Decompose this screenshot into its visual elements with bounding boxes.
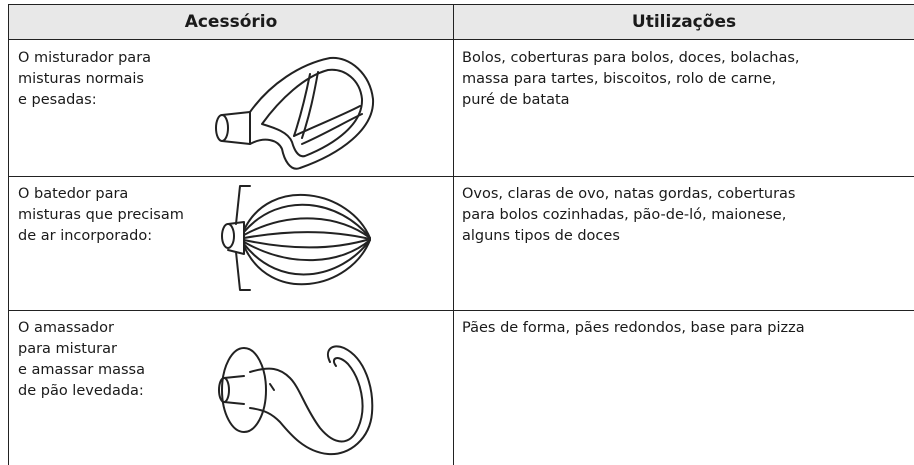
accessory-text: O amassador para misturar e amassar massa d… bbox=[18, 318, 145, 402]
flat-beater-illustration bbox=[215, 56, 375, 170]
text-line: de ar incorporado: bbox=[18, 228, 153, 244]
header-cell: Acessório bbox=[8, 4, 454, 40]
text-line: Bolos, coberturas para bolos, doces, bol… bbox=[462, 50, 800, 66]
text-line: massa para tartes, biscoitos, rolo de ca… bbox=[462, 71, 777, 87]
text-line: puré de batata bbox=[462, 92, 570, 108]
header-cell: Utilizações bbox=[454, 4, 914, 40]
accessory-text: O batedor para misturas que precisam de ar… bbox=[18, 184, 184, 247]
whisk-illustration bbox=[221, 185, 371, 291]
text-line: Pães de forma, pães redondos, base para … bbox=[462, 320, 805, 336]
text-line: misturas que precisam bbox=[18, 207, 184, 223]
text-line: e amassar massa bbox=[18, 362, 145, 378]
text-line: O misturador para bbox=[18, 50, 152, 66]
text-line: O amassador bbox=[18, 320, 114, 336]
usage-text: Pães de forma, pães redondos, base para … bbox=[462, 318, 805, 339]
text-line: de pão levedada: bbox=[18, 383, 144, 399]
text-line: para misturar bbox=[18, 341, 117, 357]
dough-hook-illustration bbox=[218, 345, 374, 456]
text-line: O batedor para bbox=[18, 186, 129, 202]
text-line: misturas normais bbox=[18, 71, 144, 87]
usage-text: Ovos, claras de ovo, natas gordas, cober… bbox=[462, 184, 795, 247]
text-line: alguns tipos de doces bbox=[462, 228, 620, 244]
border bbox=[8, 4, 9, 465]
text-line: para bolos cozinhadas, pão-de-ló, maione… bbox=[462, 207, 787, 223]
accessory-text: O misturador para misturas normais e pesad… bbox=[18, 48, 151, 111]
border bbox=[8, 310, 914, 311]
text-line: Ovos, claras de ovo, natas gordas, cober… bbox=[462, 186, 796, 202]
usage-text: Bolos, coberturas para bolos, doces, bol… bbox=[462, 48, 800, 111]
border bbox=[453, 4, 454, 465]
text-line: e pesadas: bbox=[18, 92, 97, 108]
border bbox=[8, 176, 914, 177]
